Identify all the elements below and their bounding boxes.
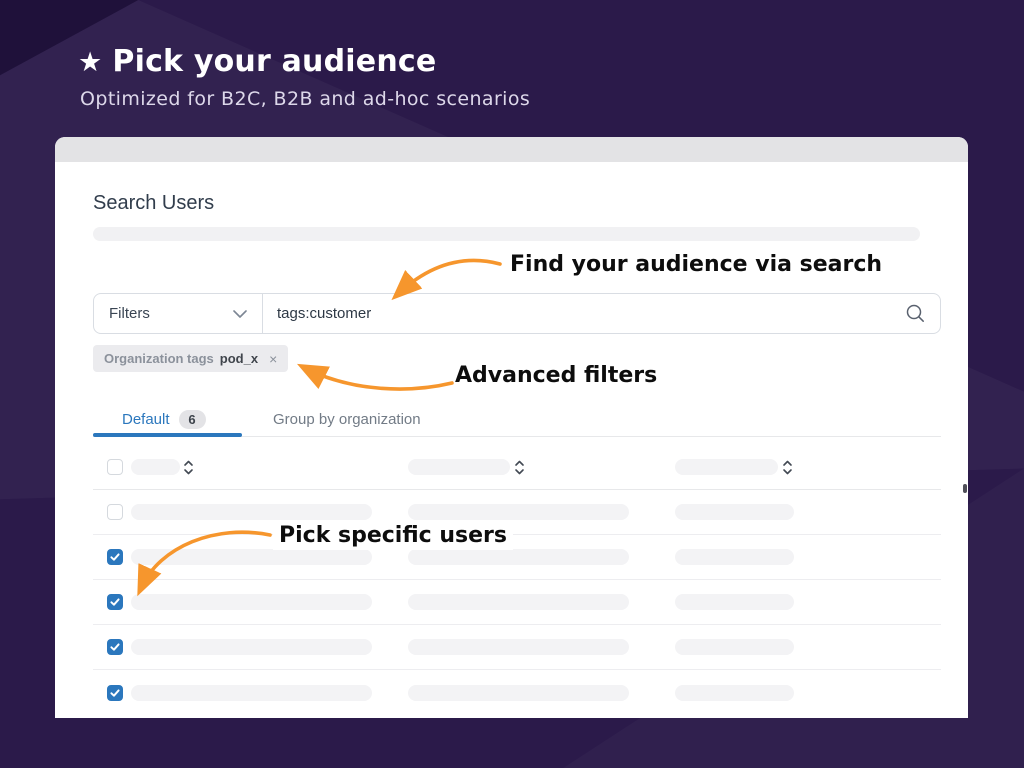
table-row [93,490,941,535]
column-header-skeleton [131,459,180,475]
filters-dropdown-label: Filters [109,305,150,322]
search-input-value: tags:customer [277,305,372,322]
sort-icon[interactable] [183,459,194,476]
search-input[interactable]: tags:customer [263,294,940,333]
filters-dropdown[interactable]: Filters [94,294,263,333]
cell-skeleton [675,684,794,701]
table-row [93,625,941,670]
cell-skeleton [675,504,794,520]
slide-title-text: Pick your audience [112,44,437,79]
tab-default[interactable]: Default 6 [122,408,206,430]
check-icon [110,553,120,561]
cell-skeleton [131,549,372,565]
check-icon [110,598,120,606]
tab-default-label: Default [122,410,170,428]
column-header-skeleton [408,459,510,475]
cell-skeleton [131,639,372,655]
search-users-card: Search Users Filters tags:customer [55,137,968,718]
sort-icon[interactable] [514,459,525,476]
sort-icon[interactable] [782,459,793,476]
cell-skeleton [408,549,629,565]
row-checkbox[interactable] [107,639,123,655]
users-table [93,445,941,715]
cell-skeleton [675,594,794,610]
table-row [93,535,941,580]
page-title: Search Users [93,192,215,214]
table-header-row [93,445,941,490]
row-checkbox[interactable] [107,594,123,610]
check-icon [110,688,120,697]
table-row [93,670,941,715]
cell-skeleton [131,594,372,610]
row-checkbox[interactable] [107,684,123,701]
annotation-search: Find your audience via search [504,250,889,279]
card-topbar [55,137,968,162]
slide-title: ★ Pick your audience [78,44,436,79]
cell-skeleton [675,549,794,565]
search-bar: Filters tags:customer [93,293,941,334]
check-icon [110,643,120,651]
scrollbar-thumb[interactable] [963,484,967,493]
select-all-checkbox[interactable] [107,459,123,475]
column-header-skeleton [675,459,778,475]
tabs-divider [93,436,941,437]
chevron-down-icon [233,309,247,318]
tab-count-badge: 6 [178,409,206,429]
active-tab-underline [93,433,242,437]
close-icon[interactable]: × [269,350,278,367]
star-icon: ★ [78,47,103,78]
filter-chip[interactable]: Organization tags pod_x × [93,345,289,372]
annotation-advanced-filters: Advanced filters [449,361,664,390]
table-row [93,580,941,625]
row-checkbox[interactable] [107,549,123,565]
skeleton-toolbar [93,227,920,241]
filter-chip-label: Organization tags [104,351,214,366]
cell-skeleton [408,594,629,610]
row-checkbox[interactable] [107,504,123,520]
cell-skeleton [131,684,372,701]
cell-skeleton [408,504,629,520]
search-icon [905,303,926,324]
cell-skeleton [408,684,629,701]
filter-chip-value: pod_x [219,351,259,366]
cell-skeleton [131,504,372,520]
cell-skeleton [675,639,794,655]
tab-group-by-organization[interactable]: Group by organization [273,411,421,428]
cell-skeleton [408,639,629,655]
annotation-pick-users: Pick specific users [273,521,513,550]
slide-subtitle: Optimized for B2C, B2B and ad-hoc scenar… [80,88,531,110]
